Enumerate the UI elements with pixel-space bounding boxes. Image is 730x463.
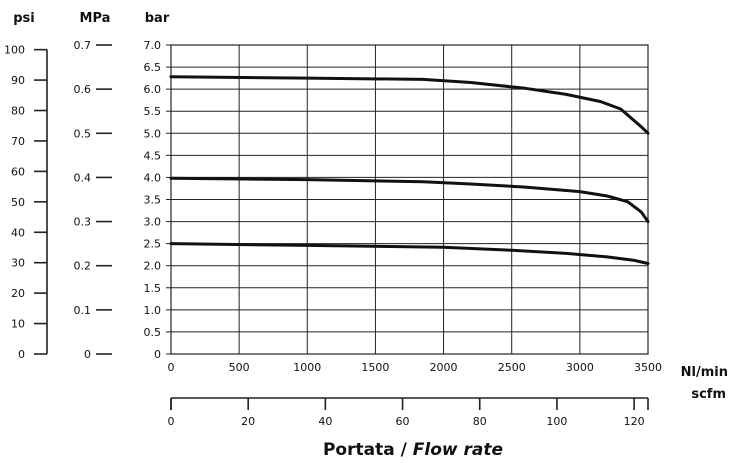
scfm-tick-label: 40 [318,415,332,428]
scfm-unit-label: scfm [691,387,726,402]
mpa-tick-label: 0.7 [74,39,92,52]
bar-tick-label: 4.0 [144,171,162,184]
bar-tick-label: 0 [154,348,161,361]
plot-frame [170,44,649,355]
bar-tick-label: 2.0 [144,260,162,273]
mpa-tick-label: 0.4 [74,171,92,184]
x-tick-label: 0 [168,361,175,374]
scfm-tick-label: 0 [168,415,175,428]
x-tick-label: 3000 [566,361,594,374]
mpa-tick-label: 0.5 [74,127,92,140]
bar-tick-label: 6.5 [144,61,162,74]
x-tick-label: 2000 [430,361,458,374]
bar-tick-label: 1.0 [144,304,162,317]
nl-min-unit-label: Nl/min [681,365,728,380]
psi-tick-label: 60 [11,165,25,178]
mpa-tick-label: 0.6 [74,83,92,96]
scfm-tick-label: 80 [473,415,487,428]
bar-tick-label: 0.5 [144,326,162,339]
bar-unit-label: bar [145,11,170,26]
x-tick-label: 1000 [293,361,321,374]
x-axis-title: Portata / Flow rate [323,440,503,460]
bar-tick-label: 5.0 [144,127,162,140]
psi-tick-label: 80 [11,105,25,118]
grid [170,44,649,355]
bar-tick-label: 3.0 [144,216,162,229]
series-line-1 [169,75,650,135]
scfm-tick-label: 20 [241,415,255,428]
psi-tick-label: 90 [11,74,25,87]
scfm-tick-label: 100 [546,415,567,428]
psi-tick-label: 40 [11,226,25,239]
mpa-unit-label: MPa [80,11,111,26]
x-axis-title-italic: Flow rate [413,440,503,460]
x-tick-label: 3500 [634,361,662,374]
x-axis-title-main: Portata / [323,440,408,460]
bar-tick-label: 1.5 [144,282,162,295]
bar-tick-label: 2.5 [144,238,162,251]
series-line-3 [169,242,650,265]
labels: psi MPa bar Nl/min scfm Portata / Flow r… [13,11,728,460]
psi-tick-label: 20 [11,287,25,300]
x-tick-label: 500 [229,361,250,374]
bar-tick-label: 5.5 [144,105,162,118]
mpa-tick-label: 0 [84,348,91,361]
psi-tick-label: 30 [11,257,25,270]
bar-tick-label: 6.0 [144,83,162,96]
psi-tick-label: 10 [11,318,25,331]
bar-tick-label: 4.5 [144,149,162,162]
scfm-tick-label: 120 [624,415,645,428]
axes: 0 0.5 1.0 1.5 2.0 2.5 3.0 3.5 4.0 4.5 5.0 5.5 6.0 6.5… [4,39,662,428]
x-tick-label: 2500 [498,361,526,374]
psi-tick-label: 0 [18,348,25,361]
mpa-tick-label: 0.2 [74,260,92,273]
x-tick-label: 1500 [361,361,389,374]
bar-tick-label: 3.5 [144,194,162,207]
scfm-tick-label: 60 [396,415,410,428]
psi-tick-label: 50 [11,196,25,209]
bar-tick-label: 7.0 [144,39,162,52]
psi-unit-label: psi [13,11,35,26]
psi-tick-label: 70 [11,135,25,148]
mpa-tick-label: 0.1 [74,304,92,317]
series-line-2 [169,176,650,224]
mpa-tick-label: 0.3 [74,216,92,229]
series [169,75,650,265]
psi-tick-label: 100 [4,44,25,57]
